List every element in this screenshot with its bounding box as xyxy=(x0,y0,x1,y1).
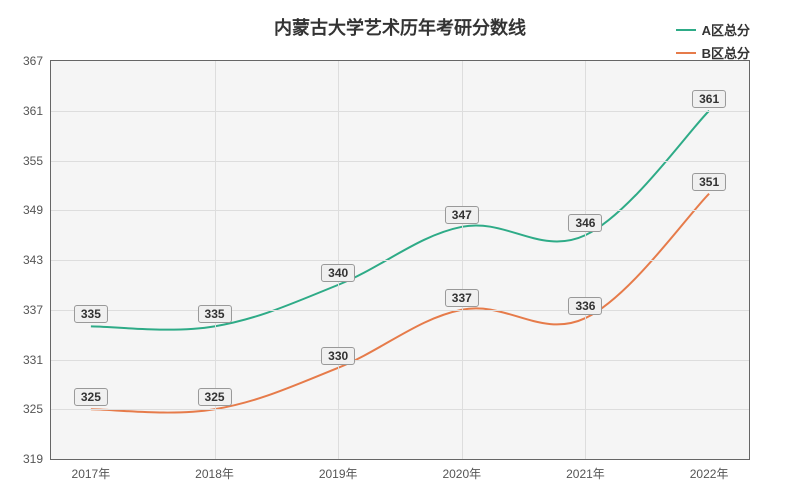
plot-area: 3193253313373433493553613672017年2018年201… xyxy=(50,60,750,460)
y-axis-tick: 361 xyxy=(23,104,51,118)
gridline-horizontal xyxy=(51,161,749,162)
data-label: 335 xyxy=(198,305,232,323)
legend-swatch xyxy=(676,52,696,54)
gridline-vertical xyxy=(585,61,586,459)
gridline-vertical xyxy=(338,61,339,459)
data-label: 325 xyxy=(198,388,232,406)
y-axis-tick: 343 xyxy=(23,253,51,267)
series-line xyxy=(91,194,709,413)
gridline-horizontal xyxy=(51,409,749,410)
chart-container: 内蒙古大学艺术历年考研分数线 A区总分 B区总分 319325331337343… xyxy=(0,0,800,500)
y-axis-tick: 355 xyxy=(23,154,51,168)
x-axis-tick: 2022年 xyxy=(690,459,729,482)
gridline-horizontal xyxy=(51,310,749,311)
x-axis-tick: 2018年 xyxy=(195,459,234,482)
data-label: 347 xyxy=(445,206,479,224)
legend-swatch xyxy=(676,29,696,31)
legend-item: A区总分 xyxy=(676,20,750,39)
data-label: 335 xyxy=(74,305,108,323)
x-axis-tick: 2021年 xyxy=(566,459,605,482)
data-label: 346 xyxy=(568,214,602,232)
data-label: 361 xyxy=(692,90,726,108)
chart-title: 内蒙古大学艺术历年考研分数线 xyxy=(274,14,526,40)
y-axis-tick: 331 xyxy=(23,353,51,367)
gridline-horizontal xyxy=(51,111,749,112)
data-label: 351 xyxy=(692,173,726,191)
y-axis-tick: 367 xyxy=(23,54,51,68)
y-axis-tick: 319 xyxy=(23,452,51,466)
x-axis-tick: 2017年 xyxy=(72,459,111,482)
data-label: 337 xyxy=(445,289,479,307)
gridline-horizontal xyxy=(51,260,749,261)
gridline-horizontal xyxy=(51,210,749,211)
y-axis-tick: 337 xyxy=(23,303,51,317)
gridline-horizontal xyxy=(51,360,749,361)
y-axis-tick: 325 xyxy=(23,402,51,416)
x-axis-tick: 2019年 xyxy=(319,459,358,482)
legend-label: A区总分 xyxy=(702,20,750,39)
data-label: 330 xyxy=(321,347,355,365)
gridline-vertical xyxy=(462,61,463,459)
data-label: 325 xyxy=(74,388,108,406)
y-axis-tick: 349 xyxy=(23,203,51,217)
data-label: 340 xyxy=(321,264,355,282)
data-label: 336 xyxy=(568,297,602,315)
x-axis-tick: 2020年 xyxy=(442,459,481,482)
